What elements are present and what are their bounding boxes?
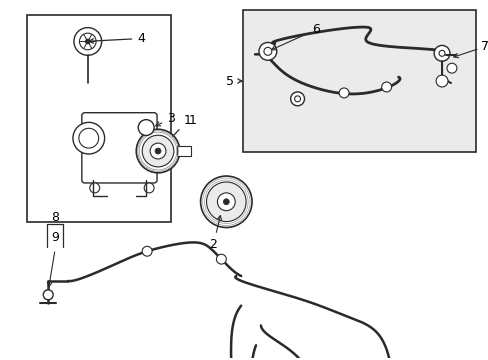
Circle shape — [200, 176, 251, 228]
Circle shape — [85, 39, 90, 44]
Circle shape — [136, 129, 180, 173]
Bar — [27, 15, 170, 221]
Text: 3: 3 — [155, 112, 175, 126]
Circle shape — [74, 28, 102, 55]
Circle shape — [446, 63, 456, 73]
Text: 7: 7 — [480, 40, 488, 53]
Circle shape — [259, 42, 276, 60]
Circle shape — [142, 135, 174, 167]
Circle shape — [80, 33, 96, 50]
Circle shape — [90, 183, 100, 193]
Circle shape — [216, 254, 226, 264]
Circle shape — [381, 82, 391, 92]
Text: 5: 5 — [226, 75, 234, 87]
Circle shape — [290, 92, 304, 106]
Circle shape — [223, 199, 229, 205]
Text: 6: 6 — [271, 23, 320, 50]
Circle shape — [435, 75, 447, 87]
Text: 1: 1 — [172, 114, 191, 136]
Circle shape — [144, 183, 154, 193]
Circle shape — [264, 48, 271, 55]
Circle shape — [79, 128, 99, 148]
Circle shape — [73, 122, 104, 154]
Text: 8: 8 — [51, 211, 59, 224]
Circle shape — [206, 182, 245, 221]
Circle shape — [155, 148, 161, 154]
Text: 9: 9 — [51, 231, 59, 244]
Text: 4: 4 — [89, 32, 145, 45]
Text: 2: 2 — [209, 216, 221, 251]
Circle shape — [150, 143, 165, 159]
Bar — [177, 146, 190, 156]
Circle shape — [438, 50, 444, 56]
Circle shape — [294, 96, 300, 102]
Circle shape — [43, 290, 53, 300]
Circle shape — [339, 88, 348, 98]
Text: 1: 1 — [188, 114, 196, 127]
Circle shape — [142, 246, 152, 256]
Circle shape — [138, 120, 154, 135]
FancyBboxPatch shape — [81, 113, 157, 183]
Circle shape — [217, 193, 235, 211]
Bar — [243, 10, 475, 152]
Circle shape — [433, 45, 449, 61]
